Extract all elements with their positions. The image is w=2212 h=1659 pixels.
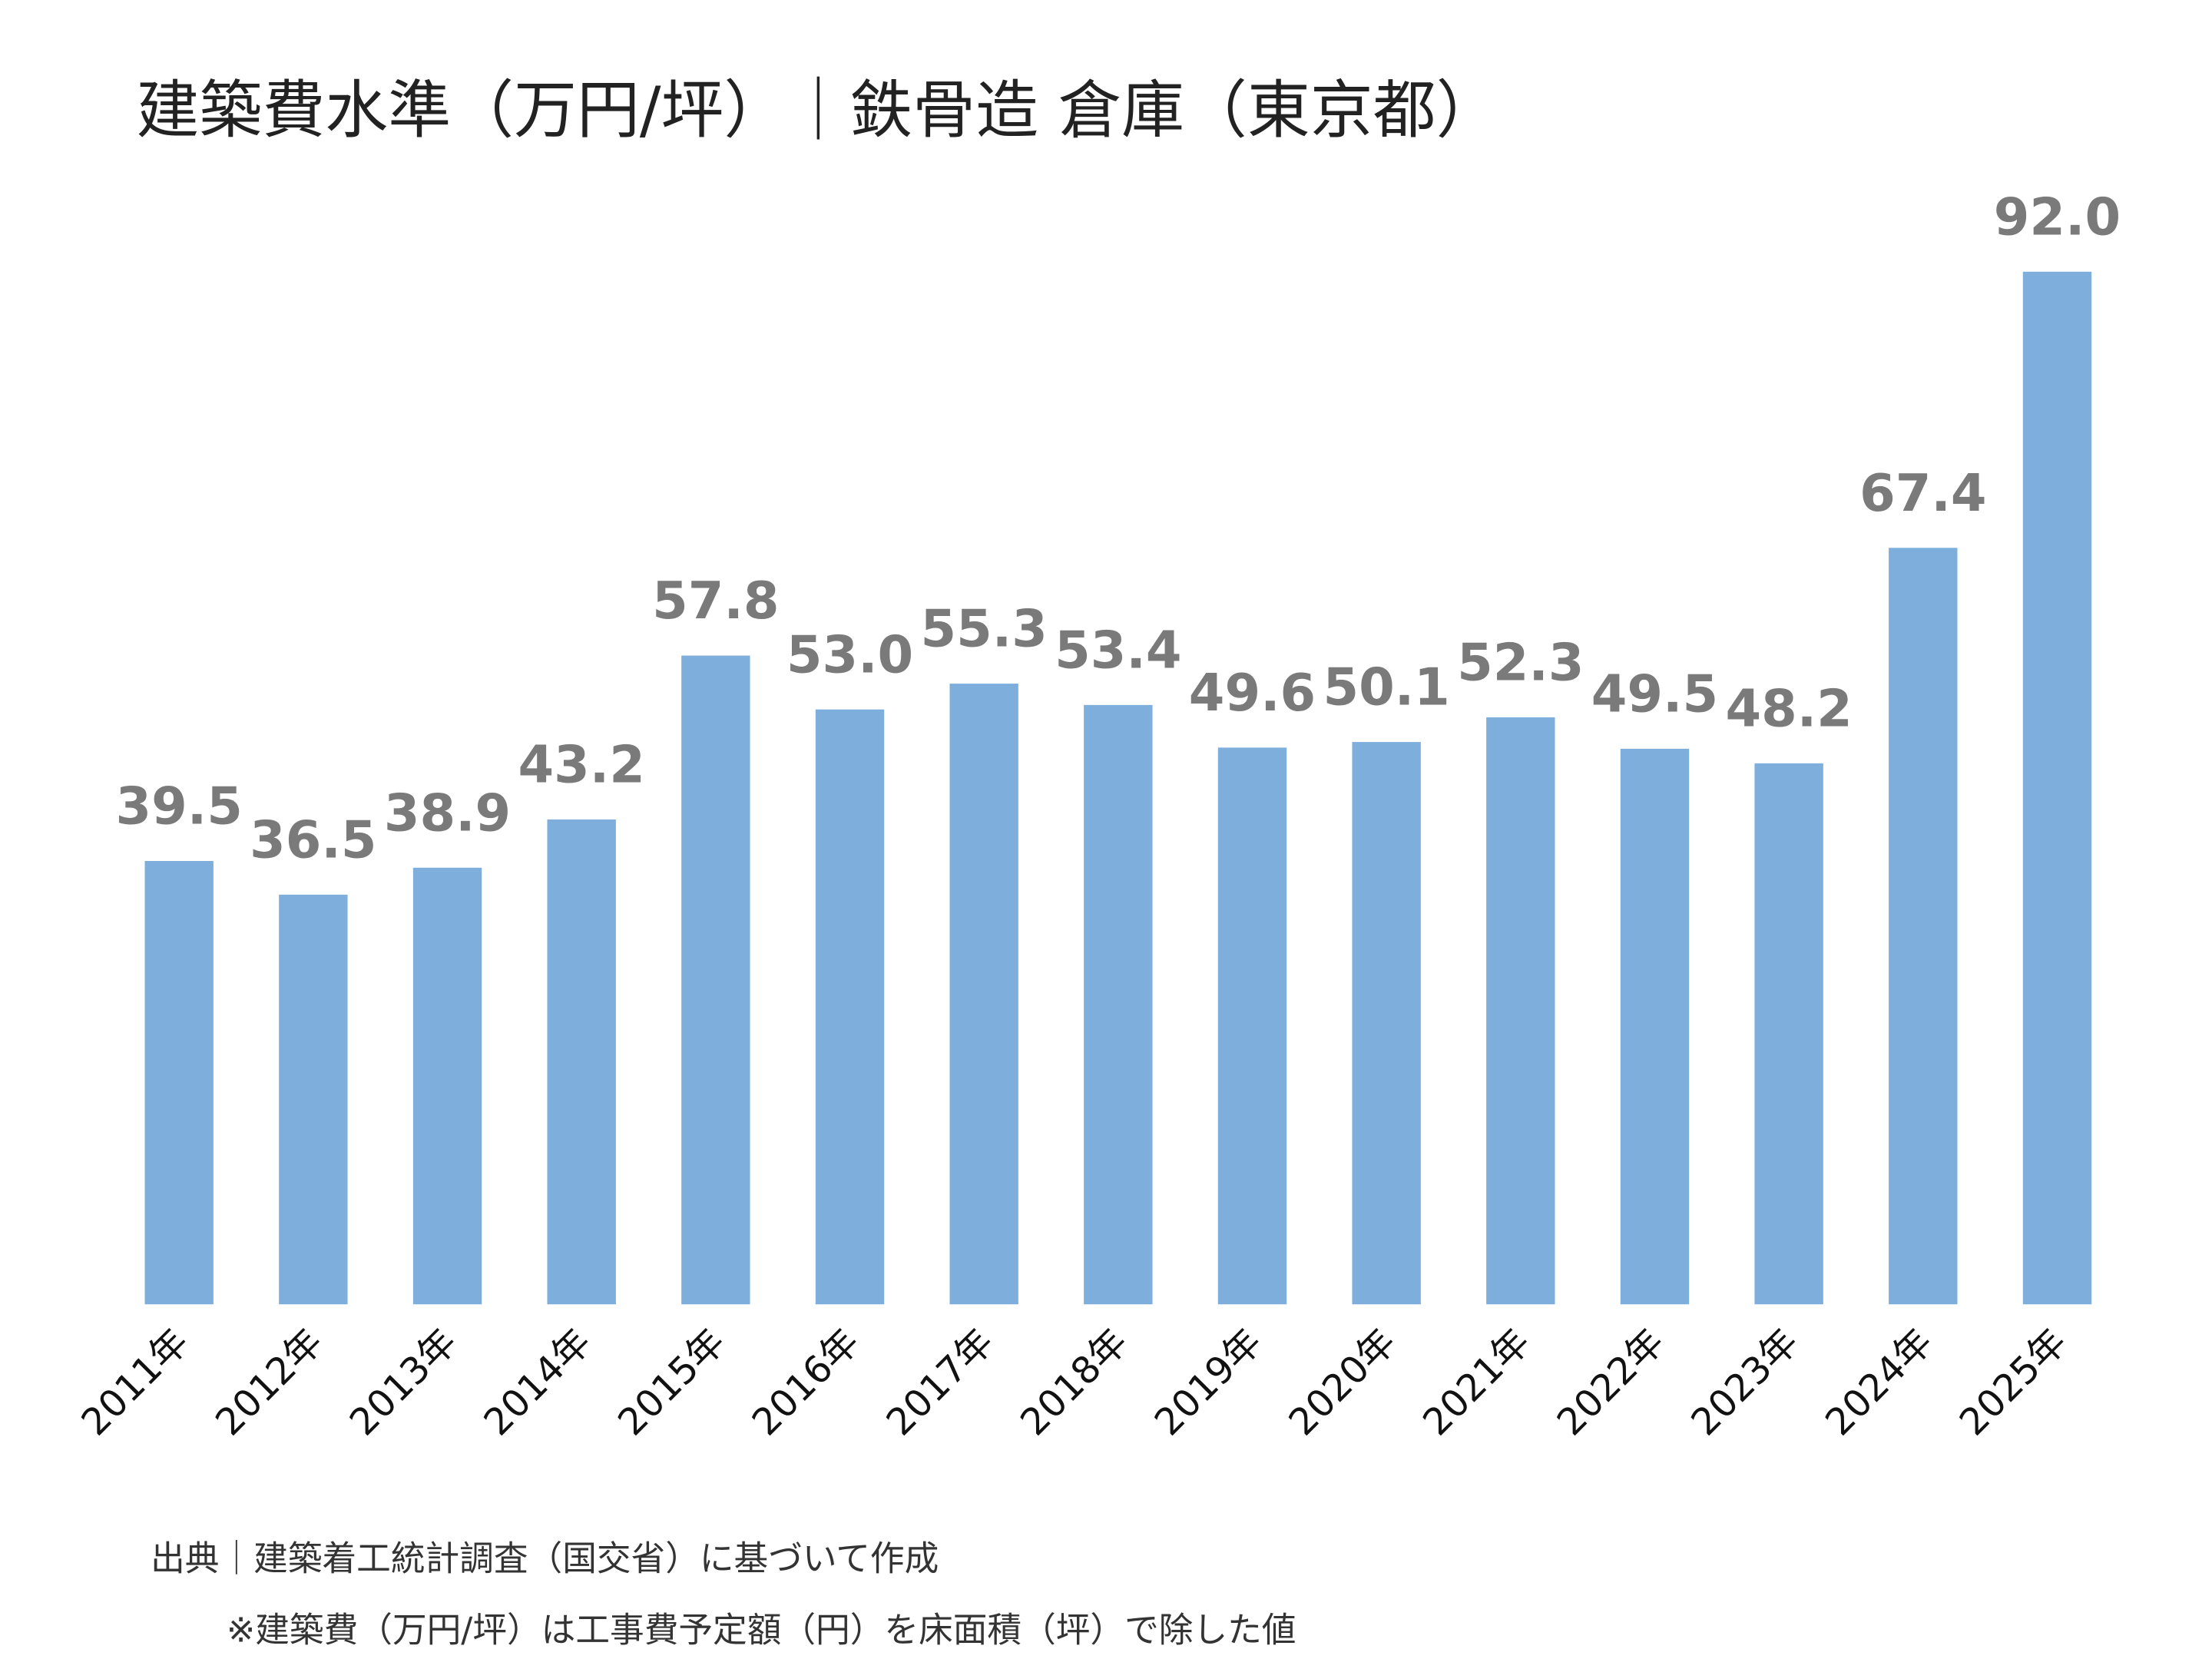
data-label: 52.3 [1457,633,1584,693]
bar [144,860,214,1305]
data-label: 49.6 [1189,663,1316,723]
data-label: 43.2 [518,735,644,795]
source-note: 出典｜建築着工統計調査（国交省）に基づいて作成 [151,1539,939,1579]
bar [1620,748,1690,1305]
bar [1352,742,1421,1305]
data-label: 57.8 [652,571,779,631]
data-label: 38.9 [384,783,511,843]
bar [1486,717,1555,1305]
bar [681,655,750,1305]
data-label: 50.1 [1323,657,1449,717]
bar [279,894,348,1305]
chart-title: 建築費水準（万円/坪）｜鉄骨造 倉庫（東京都） [137,74,1499,147]
data-label: 48.2 [1725,678,1852,738]
data-label: 67.4 [1859,463,1986,523]
data-label: 55.3 [920,599,1047,659]
bar [1084,704,1153,1305]
data-label: 49.5 [1591,664,1718,724]
data-label: 39.5 [116,777,243,836]
bar [949,684,1018,1305]
bar [547,819,616,1305]
data-label: 92.0 [1994,187,2121,247]
bar [815,709,885,1305]
footnote: ※建築費（万円/坪）は工事費予定額（円）を床面積（坪）で除した値 [227,1611,1296,1651]
bar [1217,747,1287,1305]
bar [1754,763,1823,1305]
data-label: 53.0 [786,624,913,684]
bar [412,867,482,1305]
data-label: 36.5 [250,810,376,869]
data-label: 53.4 [1055,620,1181,680]
bar [2022,271,2092,1305]
bar [1889,548,1958,1305]
